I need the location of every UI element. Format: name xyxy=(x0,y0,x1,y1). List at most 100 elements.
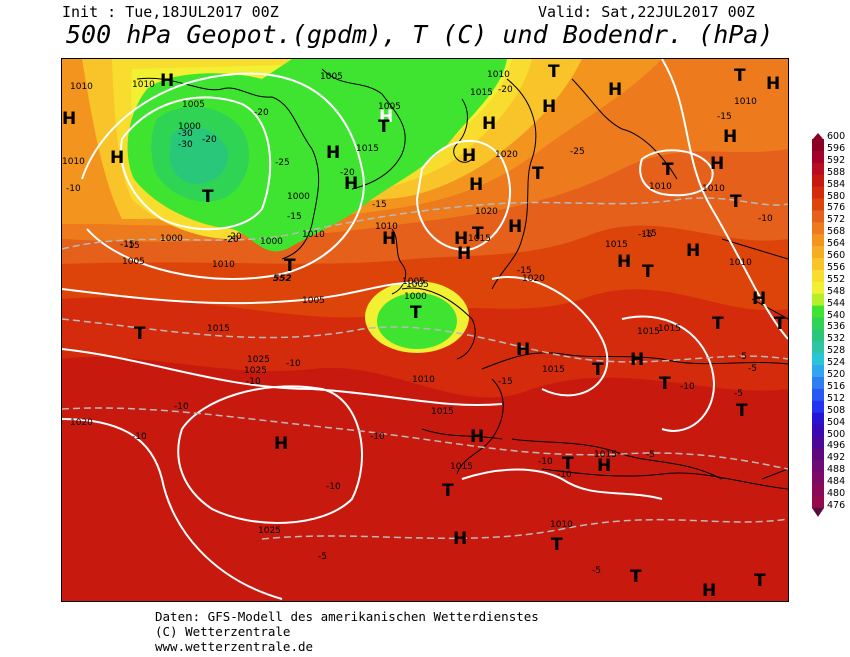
low-label: T xyxy=(284,256,296,276)
low-label: T xyxy=(378,117,390,137)
legend-value: 580 xyxy=(827,190,846,202)
high-label: H xyxy=(462,146,476,166)
isotherm-label: -5 xyxy=(318,552,327,562)
legend-swatch xyxy=(812,293,824,307)
copyright: (C) Wetterzentrale xyxy=(155,624,291,639)
isotherm-label: -10 xyxy=(370,432,385,442)
legend-value: 476 xyxy=(827,499,846,511)
isobar-label: 1015 xyxy=(542,365,565,375)
high-label: H xyxy=(453,529,467,549)
green-low-north xyxy=(127,59,507,252)
legend-swatch xyxy=(812,388,824,402)
low-label: T xyxy=(630,567,642,587)
low-label: T xyxy=(734,66,746,86)
legend-value: 540 xyxy=(827,309,846,321)
isobar-label: 1005 xyxy=(402,277,425,287)
isotherm-label: -10 xyxy=(758,214,773,224)
low-label: T xyxy=(410,303,422,323)
high-label: H xyxy=(469,175,483,195)
isobar-label: 1000 xyxy=(260,237,283,247)
isobar-label: 1015 xyxy=(207,324,230,334)
low-label: T xyxy=(659,374,671,394)
high-label: H xyxy=(160,71,174,91)
isobar-label: 1020 xyxy=(70,418,93,428)
legend-value: 500 xyxy=(827,428,846,440)
legend-swatch xyxy=(812,258,824,271)
isobar-label: 1010 xyxy=(487,70,510,80)
data-source: Daten: GFS-Modell des amerikanischen Wet… xyxy=(155,609,539,624)
legend-swatch xyxy=(812,222,824,235)
isotherm-label: -10 xyxy=(557,470,572,480)
high-label: H xyxy=(508,217,522,237)
legend-swatch xyxy=(812,329,824,342)
legend-swatch xyxy=(812,484,824,497)
high-label: H xyxy=(617,252,631,272)
isotherm-label: -25 xyxy=(275,158,290,168)
legend-value: 556 xyxy=(827,261,846,273)
legend-swatch xyxy=(812,210,824,223)
website-link[interactable]: www.wetterzentrale.de xyxy=(155,639,314,654)
legend-value: 496 xyxy=(827,440,846,452)
isotherm-label: -5 xyxy=(592,566,601,576)
isobar-label: 1020 xyxy=(522,274,545,284)
isotherm-label: -15 xyxy=(638,230,653,240)
isobar-label: 1015 xyxy=(605,240,628,250)
isobar-label: 1020 xyxy=(495,150,518,160)
isotherm-label: -10 xyxy=(66,184,81,194)
legend-value: 524 xyxy=(827,357,846,369)
isotherm-label: -5 xyxy=(646,450,655,460)
isobar-label: 1000 xyxy=(287,192,310,202)
color-legend: 600 596 592 588 584 580 576 572 568 564 560 556 552 5… xyxy=(810,131,850,528)
isobar-label: 1025 xyxy=(258,526,281,536)
field-536 xyxy=(169,126,228,184)
legend-value: 520 xyxy=(827,369,846,380)
low-label: T xyxy=(472,224,484,244)
legend-arrow-bottom xyxy=(812,507,824,517)
isotherm-label: -15 xyxy=(372,200,387,210)
legend-value: 504 xyxy=(827,416,846,428)
high-label: H xyxy=(482,114,496,134)
legend-swatch xyxy=(812,150,824,164)
high-label: H xyxy=(752,289,766,309)
low-label: T xyxy=(730,192,742,212)
isobar-label: 1015 xyxy=(658,324,681,334)
low-label: T xyxy=(562,454,574,474)
legend-value: 484 xyxy=(827,476,846,488)
legend-swatch xyxy=(812,269,824,283)
legend-swatch xyxy=(812,365,824,378)
init-time: Init : Tue,18JUL2017 00Z xyxy=(62,3,279,21)
high-label: H xyxy=(62,109,76,129)
legend-value: 536 xyxy=(827,321,846,333)
isobar-label: 1010 xyxy=(412,375,435,385)
high-label: H xyxy=(382,229,396,249)
isobar-label: 1015 xyxy=(470,88,493,98)
legend-swatch xyxy=(812,234,824,247)
low-label: T xyxy=(662,160,674,180)
high-label: H xyxy=(608,80,622,100)
isobar-label: 1025 xyxy=(247,355,270,365)
isobar-label: 1015 xyxy=(468,234,491,244)
legend-swatch xyxy=(812,448,824,461)
isotherm-label: -10 xyxy=(286,359,301,369)
isotherm-label: -15 xyxy=(125,241,140,251)
isotherm-label: -5 xyxy=(734,389,743,399)
pressure-values: 1010 1010 1010 1000 1005 1005 1000 1010 … xyxy=(62,70,757,536)
legend-swatch xyxy=(812,424,824,437)
isobar-label: 1010 xyxy=(729,258,752,268)
isobar-label: 1015 xyxy=(356,144,379,154)
isotherm-label: -30 xyxy=(178,129,193,139)
isobar-label: 1015 xyxy=(431,407,454,417)
high-label: H xyxy=(766,74,780,94)
legend-value: 572 xyxy=(827,214,846,226)
legend-value: 600 xyxy=(827,131,846,142)
low-label: T xyxy=(548,62,560,82)
legend-swatch xyxy=(812,353,824,366)
low-label: T xyxy=(134,324,146,344)
low-label: T xyxy=(442,481,454,501)
isobar-label: 1025 xyxy=(244,366,267,376)
isotherm-label: -10 xyxy=(538,457,553,467)
isobar-label: 1005 xyxy=(378,102,401,112)
low-label: T xyxy=(712,314,724,334)
legend-value: 564 xyxy=(827,238,846,250)
map-canvas: H H H H H H H H H H H H H H H H H H H H … xyxy=(62,59,788,601)
